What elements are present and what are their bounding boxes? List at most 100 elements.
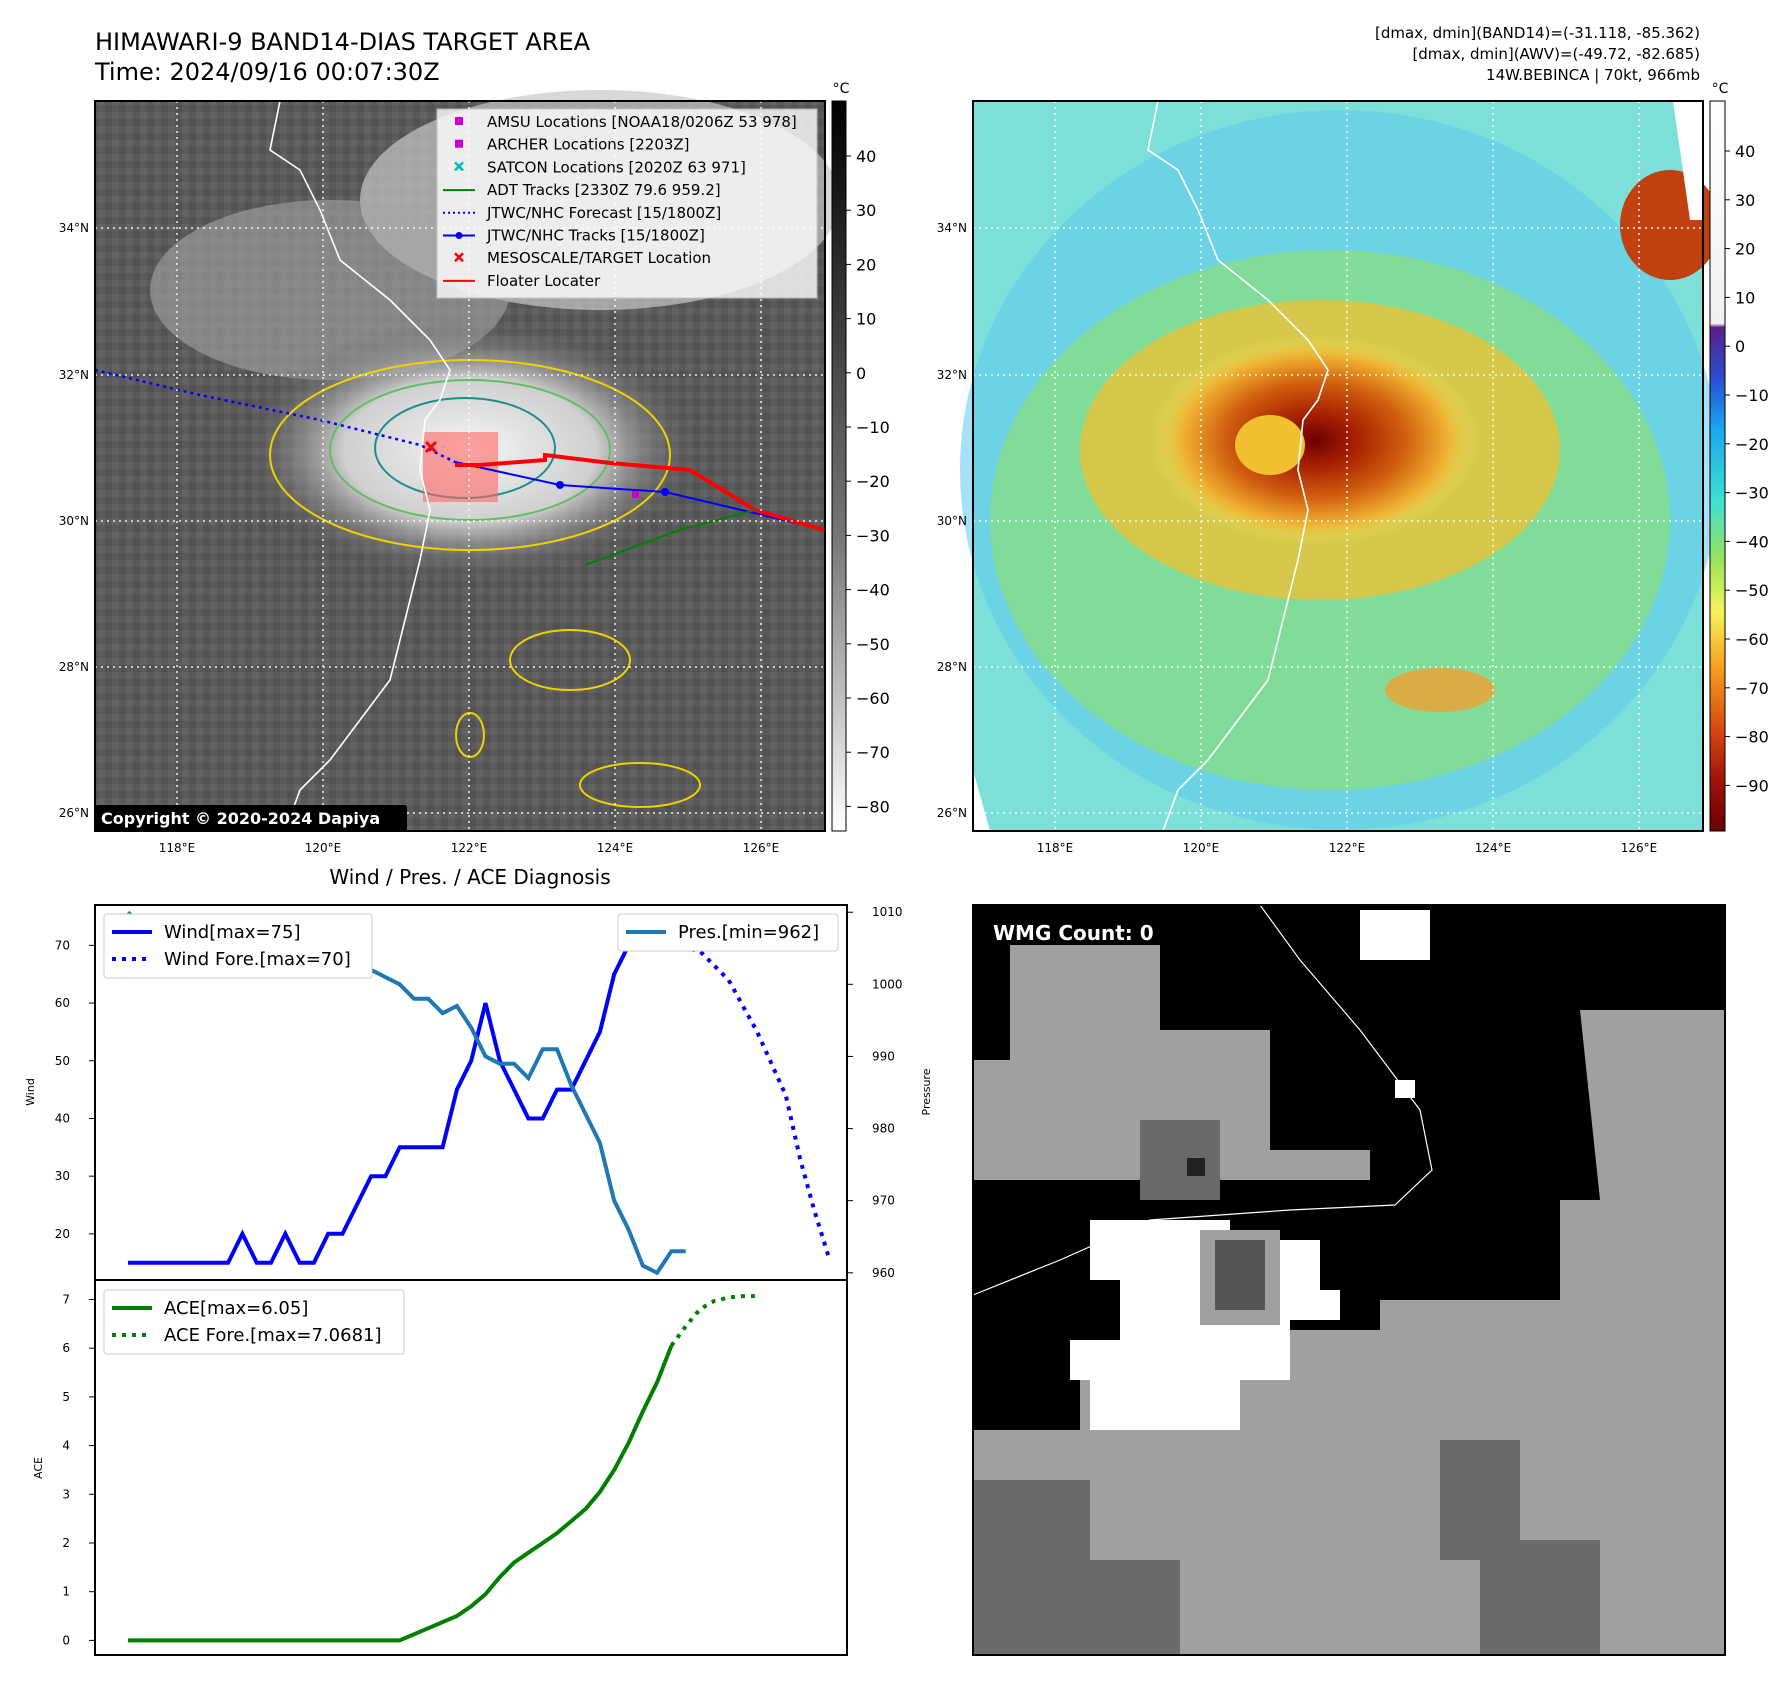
figure-time: Time: 2024/09/16 00:07:30Z: [94, 58, 440, 86]
wmg-coastline: [972, 904, 1433, 1296]
lon-tick-label: 120°E: [1183, 841, 1220, 855]
legend-entry: Floater Locater: [443, 272, 601, 290]
legend-entry: JTWC/NHC Forecast [15/1800Z]: [443, 204, 721, 222]
wind-y-tick-label: 50: [55, 1054, 70, 1068]
wind-y-tick-label: 70: [55, 938, 70, 952]
ir-map-panel: AMSU Locations [NOAA18/0206Z 53 978] ARCH…: [94, 81, 890, 832]
awv-map-frame: [972, 100, 1704, 832]
stats-awv: [dmax, dmin](AWV)=(-49.72, -82.685): [1412, 45, 1700, 63]
wind-y-tick-label: 40: [55, 1111, 70, 1125]
colorbar-tick-label: −70: [856, 743, 890, 762]
figure-title: HIMAWARI-9 BAND14-DIAS TARGET AREA: [95, 28, 591, 56]
awv-eye: [1235, 415, 1305, 475]
legend-x-marker: [454, 252, 464, 263]
wmg-gray-field-east: [973, 1010, 1725, 1655]
legend-label: Floater Locater: [487, 272, 601, 290]
color-colorbar-unit: °C: [1712, 81, 1729, 97]
legend-square-marker: [455, 139, 463, 148]
legend-entry: ARCHER Locations [2203Z]: [455, 136, 690, 154]
colorbar-tick-label: −10: [1735, 386, 1769, 405]
wmg-panel: WMG Count: 0: [972, 904, 1726, 1656]
wind-y-tick-label: 30: [55, 1169, 70, 1183]
pressure-y-tick-label: 970: [872, 1194, 895, 1208]
wmg-black-spot: [1187, 1158, 1205, 1176]
colorbar-tick-label: 40: [1735, 142, 1755, 161]
gray-colorbar-unit: °C: [833, 81, 850, 97]
ir-contour-south: [509, 629, 631, 691]
ace-y-tick-label: 5: [62, 1390, 70, 1404]
legend-entry: AMSU Locations [NOAA18/0206Z 53 978]: [455, 113, 797, 131]
pressure-y-tick-label: 1010: [872, 905, 903, 919]
adt-track: [584, 509, 756, 566]
coastline: [269, 100, 451, 832]
colorbar-tick-label: −40: [856, 581, 890, 600]
lat-tick-label: 30°N: [59, 514, 89, 528]
legend-entry: MESOSCALE/TARGET Location: [454, 249, 711, 267]
colorbar-tick-label: −40: [1735, 532, 1769, 551]
wind-y-tick-label: 60: [55, 996, 70, 1010]
wmg-dark-gray-patches: [1440, 1440, 1600, 1655]
pressure-y-tick-label: 990: [872, 1049, 895, 1063]
colorbar-tick-label: −30: [856, 526, 890, 545]
ir-contour-small: [455, 712, 485, 758]
lat-tick-label: 26°N: [59, 806, 89, 820]
awv-map-panel: °C 40 30 20 10 0 −10 −20 −30 −40 −50 −60 −70 −80 −90: [960, 81, 1769, 832]
awv-northeast-cell: [1620, 170, 1720, 280]
forecast-track: [94, 368, 456, 464]
wmg-dark-core: [1215, 1240, 1265, 1310]
ir-map-frame: [94, 100, 826, 832]
lon-tick-label: 126°E: [1621, 841, 1658, 855]
copyright-text: Copyright © 2020-2024 Dapiya: [101, 809, 380, 828]
legend-square-marker: [455, 117, 463, 125]
colorbar-tick-label: −30: [1735, 484, 1769, 503]
ace-series-line: [128, 1344, 674, 1643]
legend-label: ADT Tracks [2330Z 79.6 959.2]: [487, 181, 721, 199]
lat-tick-label: 30°N: [937, 514, 967, 528]
awv-south-cell: [1385, 668, 1495, 712]
best-track-point: [661, 488, 669, 496]
wind-axis-label: Wind: [24, 1078, 37, 1106]
colorbar-tick-label: −60: [856, 689, 890, 708]
colorbar-tick-label: −70: [1735, 679, 1769, 698]
legend-dot-marker: [455, 232, 463, 239]
pressure-y-tick-label: 980: [872, 1122, 895, 1136]
lat-tick-label: 34°N: [59, 221, 89, 235]
lon-tick-label: 124°E: [1475, 841, 1512, 855]
legend-entry: ADT Tracks [2330Z 79.6 959.2]: [443, 181, 721, 199]
colorbar-tick-label: −60: [1735, 630, 1769, 649]
ace-y-tick-label: 3: [62, 1487, 70, 1501]
chart-legend-label: ACE[max=6.05]: [164, 1298, 308, 1319]
target-location-marker: [424, 440, 438, 454]
ace-chart: 0 1 2 3 4 5 6 7 ACE ACE[max=6.05] ACE Fore.[max=…: [32, 1279, 848, 1656]
chart-legend-box: [617, 913, 839, 952]
floater-track: [455, 452, 826, 532]
chart-legend-box: [103, 1289, 405, 1355]
chart-legend-label: Pres.[min=962]: [678, 922, 819, 943]
ace-y-tick-label: 7: [62, 1292, 70, 1306]
wmg-dark-gray-patches: [973, 1480, 1180, 1655]
lat-tick-label: 28°N: [937, 660, 967, 674]
best-track-point: [556, 481, 564, 489]
storm-info: 14W.BEBINCA | 70kt, 966mb: [1486, 66, 1700, 84]
lon-tick-label: 126°E: [743, 841, 780, 855]
legend-label: JTWC/NHC Forecast [15/1800Z]: [486, 204, 721, 222]
colorbar-tick-label: 20: [1735, 240, 1755, 259]
colorbar-tick-label: −20: [856, 472, 890, 491]
colorbar-tick-label: 30: [856, 201, 876, 220]
wmg-dark-spot: [1140, 1120, 1220, 1200]
lon-tick-label: 120°E: [305, 841, 342, 855]
lat-tick-label: 34°N: [937, 221, 967, 235]
lon-tick-label: 124°E: [597, 841, 634, 855]
awv-coastline: [1147, 100, 1329, 832]
colorbar-tick-label: −10: [856, 418, 890, 437]
gray-colorbar: [831, 100, 847, 832]
wmg-gray-field-north: [973, 945, 1370, 1180]
lat-tick-label: 32°N: [937, 368, 967, 382]
legend-x-marker: [454, 161, 464, 172]
legend-entry: SATCON Locations [2020Z 63 971]: [454, 158, 746, 176]
wind-y-tick-label: 20: [55, 1227, 70, 1241]
colorbar-tick-label: 0: [1735, 337, 1745, 356]
amsu-location-marker: [632, 491, 639, 498]
wind-pressure-chart: Wind / Pres. / ACE Diagnosis 20 30 40 50 60 7…: [24, 865, 933, 1281]
